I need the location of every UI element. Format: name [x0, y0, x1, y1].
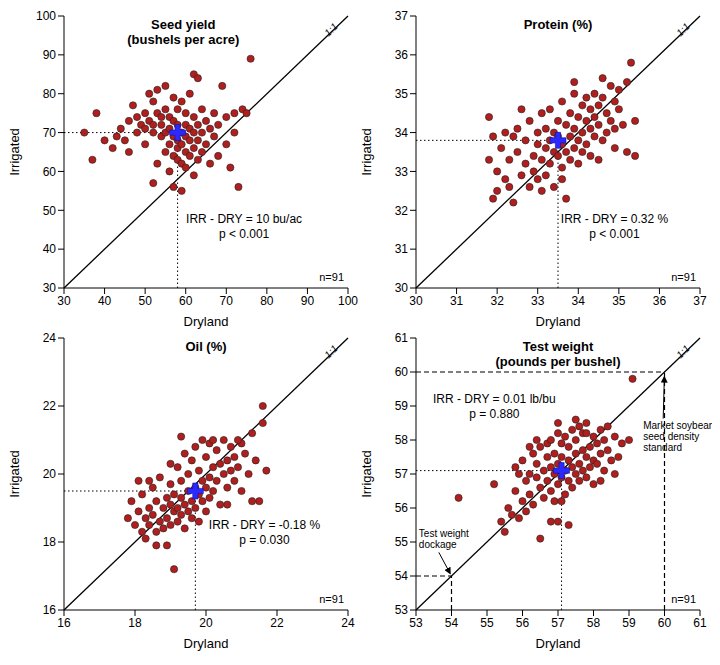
svg-text:56: 56 — [395, 501, 409, 515]
svg-text:Dryland: Dryland — [536, 314, 581, 329]
html-text:1:1: 1:1 — [322, 342, 340, 361]
svg-text:24: 24 — [43, 331, 57, 345]
svg-text:58: 58 — [587, 616, 601, 630]
svg-text:36: 36 — [653, 294, 667, 308]
html-text:n=91: n=91 — [671, 271, 696, 283]
html-text:1:1: 1:1 — [322, 20, 340, 39]
svg-text:32: 32 — [395, 204, 409, 218]
svg-text:90: 90 — [301, 294, 315, 308]
svg-text:53: 53 — [409, 616, 423, 630]
svg-text:61: 61 — [395, 331, 409, 345]
svg-text:55: 55 — [395, 535, 409, 549]
svg-text:55: 55 — [480, 616, 494, 630]
svg-text:22: 22 — [270, 616, 284, 630]
html-text:1:1: 1:1 — [674, 20, 692, 39]
svg-text:37: 37 — [395, 9, 409, 23]
html-text:Protein (%): Protein (%) — [523, 17, 593, 32]
svg-text:33: 33 — [395, 165, 409, 179]
svg-text:30: 30 — [409, 294, 423, 308]
html-text:(bushels per acre): (bushels per acre) — [127, 32, 240, 47]
svg-text:60: 60 — [179, 294, 193, 308]
svg-text:35: 35 — [395, 87, 409, 101]
svg-text:33: 33 — [531, 294, 545, 308]
svg-text:59: 59 — [395, 399, 409, 413]
svg-text:60: 60 — [658, 616, 672, 630]
svg-text:30: 30 — [395, 281, 409, 295]
svg-text:Irrigated: Irrigated — [8, 450, 22, 498]
html-text:p < 0.001: p < 0.001 — [218, 226, 270, 241]
html-text:Test weight dockage: Test weight dockage — [418, 528, 469, 551]
html-text:1:1: 1:1 — [674, 342, 692, 361]
svg-text:22: 22 — [43, 399, 57, 413]
svg-text:37: 37 — [693, 294, 707, 308]
svg-text:53: 53 — [395, 603, 409, 617]
svg-text:36: 36 — [395, 48, 409, 62]
svg-text:16: 16 — [57, 616, 71, 630]
svg-text:57: 57 — [395, 467, 409, 481]
svg-text:60: 60 — [43, 165, 57, 179]
svg-text:Dryland: Dryland — [536, 636, 581, 651]
svg-text:31: 31 — [395, 242, 409, 256]
svg-text:20: 20 — [43, 467, 57, 481]
html-text:p = 0.030: p = 0.030 — [239, 532, 290, 547]
svg-text:31: 31 — [450, 294, 464, 308]
html-text:Seed yield: Seed yield — [151, 17, 216, 32]
svg-text:Irrigated: Irrigated — [360, 450, 374, 498]
svg-text:30: 30 — [57, 294, 71, 308]
svg-text:30: 30 — [43, 281, 57, 295]
svg-text:50: 50 — [138, 294, 152, 308]
html-text:n=91: n=91 — [319, 593, 344, 605]
html-text:IRR - DRY = 0.32 %: IRR - DRY = 0.32 % — [560, 211, 669, 226]
svg-text:18: 18 — [128, 616, 142, 630]
svg-text:100: 100 — [338, 294, 358, 308]
svg-text:57: 57 — [551, 616, 565, 630]
html-text:Test weight: Test weight — [522, 339, 594, 354]
svg-text:35: 35 — [612, 294, 626, 308]
html-text:(pounds per bushel): (pounds per bushel) — [495, 354, 621, 369]
svg-text:59: 59 — [622, 616, 636, 630]
svg-text:Irrigated: Irrigated — [360, 128, 374, 176]
svg-text:20: 20 — [199, 616, 213, 630]
html-text:p = 0.880: p = 0.880 — [469, 407, 520, 422]
svg-text:70: 70 — [220, 294, 234, 308]
svg-text:34: 34 — [395, 126, 409, 140]
svg-text:80: 80 — [43, 87, 57, 101]
html-text:n=91: n=91 — [671, 593, 696, 605]
svg-text:24: 24 — [341, 616, 355, 630]
html-text:n=91: n=91 — [319, 271, 344, 283]
svg-text:Irrigated: Irrigated — [8, 128, 22, 176]
svg-text:90: 90 — [43, 48, 57, 62]
svg-text:60: 60 — [395, 365, 409, 379]
svg-text:34: 34 — [572, 294, 586, 308]
svg-text:61: 61 — [693, 616, 707, 630]
html-text:IRR - DRY = 10 bu/ac: IRR - DRY = 10 bu/ac — [186, 211, 303, 226]
svg-text:50: 50 — [43, 204, 57, 218]
svg-text:70: 70 — [43, 126, 57, 140]
svg-text:18: 18 — [43, 535, 57, 549]
svg-text:40: 40 — [43, 242, 57, 256]
svg-text:56: 56 — [516, 616, 530, 630]
svg-text:16: 16 — [43, 603, 57, 617]
svg-text:32: 32 — [490, 294, 504, 308]
svg-text:Dryland: Dryland — [184, 314, 229, 329]
html-text:Market soybean seed density st: Market soybean seed density standard — [643, 419, 715, 453]
svg-text:100: 100 — [36, 9, 56, 23]
html-text:IRR - DRY = -0.18 %: IRR - DRY = -0.18 % — [208, 517, 321, 532]
svg-text:54: 54 — [445, 616, 459, 630]
svg-text:40: 40 — [98, 294, 112, 308]
svg-text:Dryland: Dryland — [184, 636, 229, 651]
html-text:IRR - DRY = 0.01 lb/bu: IRR - DRY = 0.01 lb/bu — [433, 392, 556, 407]
html-text:p < 0.001: p < 0.001 — [589, 226, 640, 241]
svg-text:80: 80 — [260, 294, 274, 308]
svg-text:58: 58 — [395, 433, 409, 447]
svg-text:54: 54 — [395, 569, 409, 583]
html-text:Oil (%): Oil (%) — [185, 339, 227, 354]
